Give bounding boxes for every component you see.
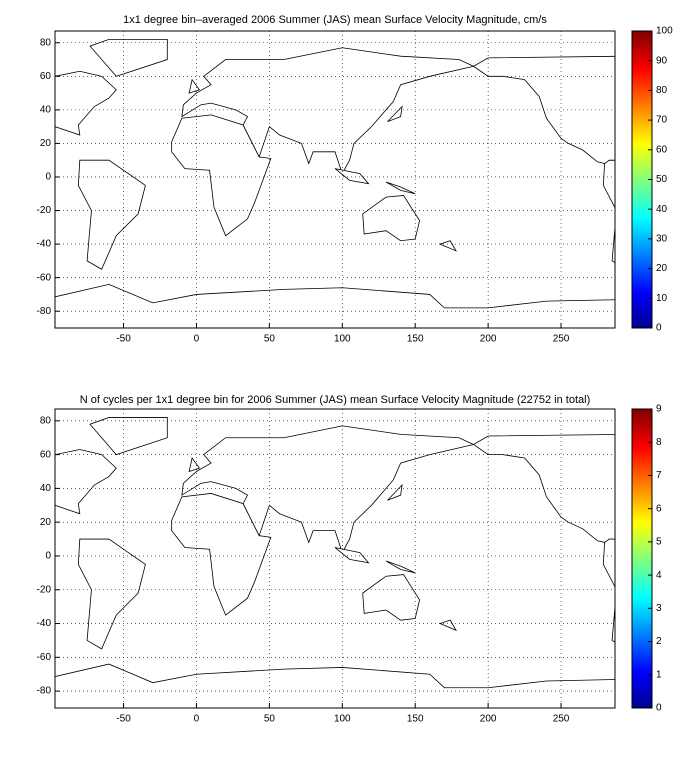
y-tick-label: -60: [37, 652, 52, 663]
x-tick-label: 100: [334, 334, 351, 345]
y-tick-label: 80: [40, 37, 52, 48]
colorbar-tick-label: 7: [656, 470, 662, 481]
colorbar-tick-label: 1: [656, 669, 662, 680]
colorbar-tick-label: 40: [656, 204, 668, 215]
y-tick-label: 0: [45, 551, 51, 562]
colorbar-tick-label: 80: [656, 85, 668, 96]
y-tick-label: 20: [40, 138, 52, 149]
y-tick-label: -20: [37, 584, 52, 595]
colorbar-tick-label: 50: [656, 174, 668, 185]
y-tick-label: 20: [40, 517, 52, 528]
y-tick-label: 80: [40, 415, 52, 426]
colorbar-tick-label: 2: [656, 636, 662, 647]
y-tick-label: 40: [40, 105, 52, 116]
x-tick-label: 150: [407, 334, 424, 345]
x-tick-label: -50: [116, 334, 131, 345]
chart-title: 1x1 degree bin–averaged 2006 Summer (JAS…: [123, 14, 547, 26]
x-tick-label: 250: [553, 334, 570, 345]
y-tick-label: -40: [37, 618, 52, 629]
x-tick-label: -50: [116, 714, 131, 725]
x-tick-label: 0: [194, 334, 200, 345]
x-tick-label: 50: [264, 334, 276, 345]
colorbar-tick-label: 20: [656, 263, 668, 274]
colorbar-tick-label: 9: [656, 404, 662, 415]
y-tick-label: -40: [37, 239, 52, 250]
colorbar-tick-label: 5: [656, 537, 662, 548]
colorbar-tick-label: 0: [656, 323, 662, 334]
x-tick-label: 150: [407, 714, 424, 725]
colorbar-tick-label: 4: [656, 570, 662, 581]
y-tick-label: -80: [37, 306, 52, 317]
x-tick-label: 100: [334, 714, 351, 725]
chart-title: N of cycles per 1x1 degree bin for 2006 …: [80, 394, 591, 406]
y-tick-label: 0: [45, 172, 51, 183]
y-tick-label: 60: [40, 449, 52, 460]
plot-frame: [54, 408, 616, 709]
colorbar-tick-label: 90: [656, 55, 668, 66]
colorbar-tick-label: 30: [656, 234, 668, 245]
colorbar-tick-label: 3: [656, 603, 662, 614]
colorbar-tick-label: 10: [656, 293, 668, 304]
y-tick-label: -20: [37, 205, 52, 216]
x-tick-label: 200: [480, 334, 497, 345]
colorbar-tick-label: 100: [656, 26, 673, 37]
colorbar-tick-label: 70: [656, 115, 668, 126]
plot-frame: [54, 30, 616, 329]
y-tick-label: 40: [40, 483, 52, 494]
colorbar-tick-label: 0: [656, 703, 662, 714]
x-tick-label: 50: [264, 714, 276, 725]
y-tick-label: -80: [37, 686, 52, 697]
colorbar: [631, 408, 653, 709]
colorbar-tick-label: 6: [656, 503, 662, 514]
colorbar-tick-label: 8: [656, 437, 662, 448]
y-tick-label: 60: [40, 71, 52, 82]
x-tick-label: 0: [194, 714, 200, 725]
y-tick-label: -60: [37, 272, 52, 283]
colorbar-tick-label: 60: [656, 144, 668, 155]
x-tick-label: 200: [480, 714, 497, 725]
x-tick-label: 250: [553, 714, 570, 725]
